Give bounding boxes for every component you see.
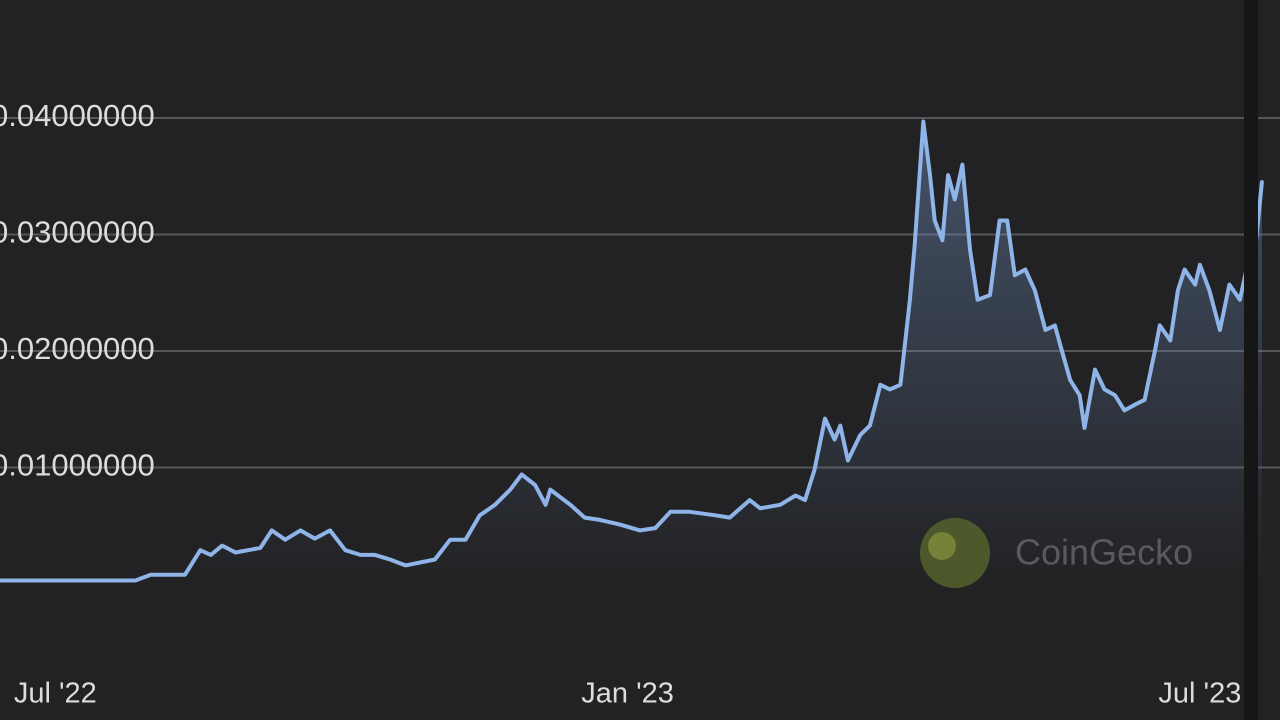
- watermark-text: CoinGecko: [1015, 532, 1193, 573]
- x-tick-label: Jul '22: [14, 678, 97, 710]
- line: [0, 119, 1264, 583]
- y-tick-label: 0.01000000: [0, 448, 155, 483]
- watermark-logo-eye: [928, 532, 956, 560]
- y-tick-label: 0.03000000: [0, 215, 155, 250]
- x-tick-label: Jul '23: [1158, 678, 1241, 710]
- area: [0, 121, 1262, 584]
- y-tick-label: 0.02000000: [0, 331, 155, 366]
- watermark: CoinGecko: [920, 518, 1193, 588]
- side-bar: [1244, 0, 1258, 720]
- x-tick-label: Jan '23: [581, 678, 674, 710]
- y-tick-label: 0.04000000: [0, 98, 155, 133]
